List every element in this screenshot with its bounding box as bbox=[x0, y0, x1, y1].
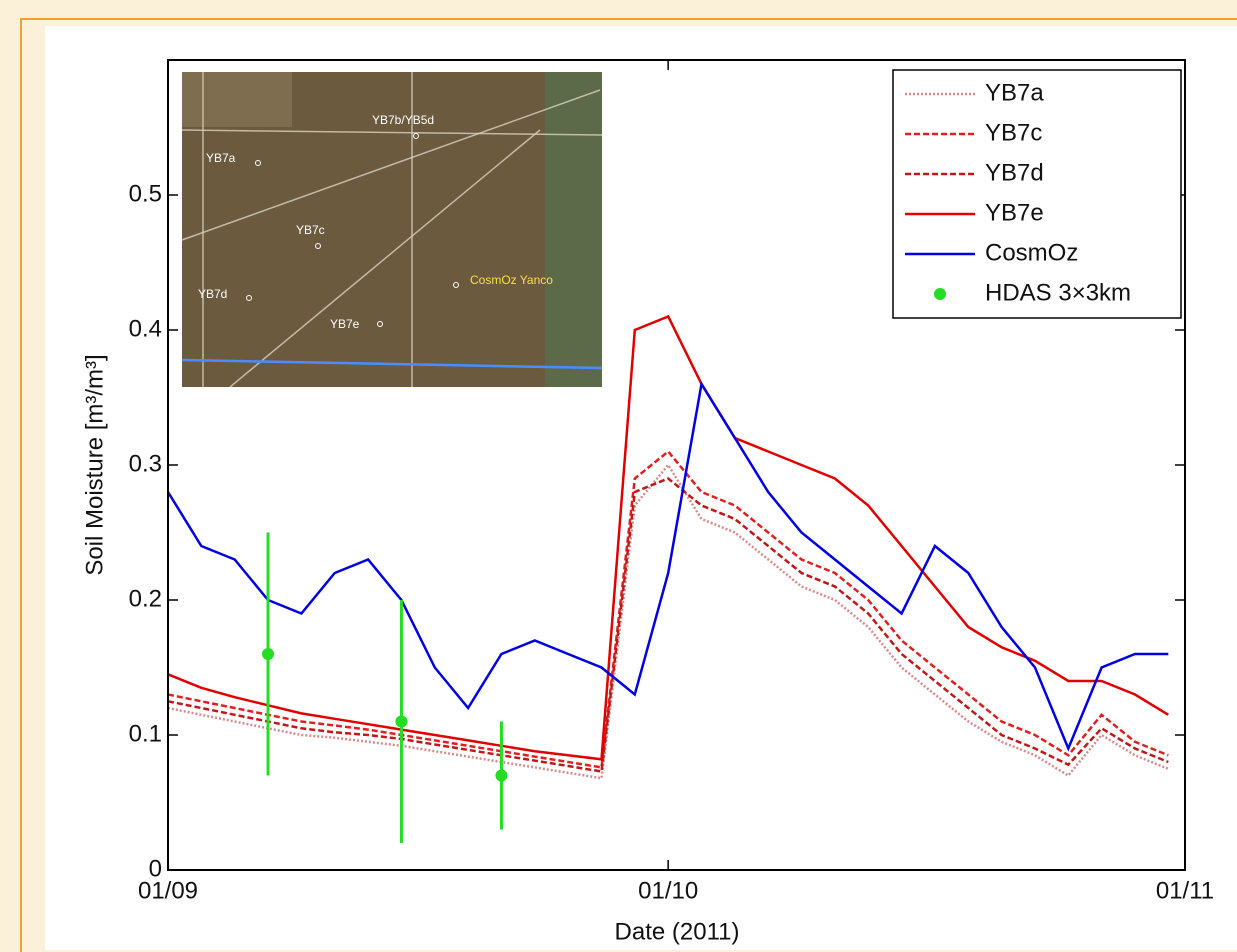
site-label: YB7b/YB5d bbox=[372, 113, 434, 127]
site-label: CosmOz Yanco bbox=[470, 273, 553, 287]
x-tick-label: 01/09 bbox=[138, 877, 198, 904]
series-line bbox=[166, 380, 1169, 752]
site-marker bbox=[255, 160, 261, 166]
point bbox=[395, 715, 408, 728]
y-tick-label: 0.1 bbox=[129, 720, 162, 747]
plot-frame bbox=[167, 59, 1186, 871]
point bbox=[495, 769, 508, 782]
y-axis-label: Soil Moisture [m³/m³] bbox=[81, 354, 108, 575]
site-label: YB7e bbox=[330, 317, 360, 331]
y-tick-label: 0.4 bbox=[129, 315, 162, 342]
y-tick-label: 0 bbox=[149, 855, 162, 882]
y-tick-label: 0.3 bbox=[129, 450, 162, 477]
y-tick-label: 0.5 bbox=[129, 180, 162, 207]
site-marker bbox=[377, 321, 383, 327]
legend-label: YB7c bbox=[985, 119, 1042, 146]
inset-map: YB7b/YB5d YB7a YB7c YB7d YB7e CosmOz Yanco bbox=[181, 72, 603, 388]
x-tick-label: 01/10 bbox=[638, 877, 698, 904]
map-road bbox=[229, 129, 541, 388]
site-marker bbox=[453, 282, 459, 288]
site-marker bbox=[315, 243, 321, 249]
frame bbox=[20, 18, 1237, 952]
legend-label: YB7e bbox=[985, 199, 1044, 226]
site-marker bbox=[413, 133, 419, 139]
x-axis-label: Date (2011) bbox=[615, 918, 740, 945]
site-label: YB7d bbox=[198, 287, 227, 301]
legend-label: CosmOz bbox=[985, 239, 1078, 266]
legend-label: YB7a bbox=[985, 79, 1044, 106]
map-river bbox=[181, 358, 603, 370]
site-marker bbox=[246, 295, 252, 301]
legend-swatch bbox=[934, 288, 946, 300]
x-tick-label: 01/11 bbox=[1156, 877, 1214, 904]
site-label: YB7a bbox=[206, 151, 236, 165]
map-road bbox=[181, 129, 603, 136]
series-line bbox=[167, 314, 1169, 761]
y-tick-label: 0.2 bbox=[129, 585, 162, 612]
map-road bbox=[181, 89, 601, 241]
series-line bbox=[167, 449, 1169, 769]
map-patch bbox=[182, 72, 292, 127]
series-line bbox=[167, 462, 1169, 780]
legend-label: YB7d bbox=[985, 159, 1044, 186]
legend-box bbox=[892, 69, 1182, 319]
legend-label: HDAS 3×3km bbox=[985, 279, 1131, 306]
map-field bbox=[545, 72, 602, 387]
site-label: YB7c bbox=[296, 223, 325, 237]
point bbox=[262, 648, 275, 660]
series-line bbox=[167, 477, 1169, 773]
